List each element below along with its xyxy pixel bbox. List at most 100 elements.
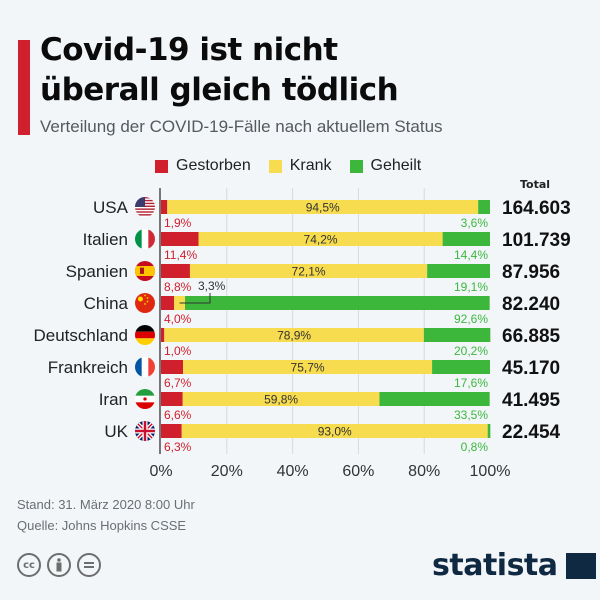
bar-segment-krank — [167, 200, 479, 214]
x-tick-label: 60% — [342, 463, 374, 480]
logo-text: statista — [432, 548, 558, 583]
legend-swatch-geheilt — [349, 159, 363, 173]
label-gestorben: 1,9% — [164, 216, 192, 230]
label-geheilt: 17,6% — [454, 376, 488, 390]
bar-segment-krank — [189, 264, 428, 278]
label-gestorben: 8,8% — [164, 280, 192, 294]
nd-icon[interactable] — [77, 553, 101, 577]
category-label: Frankreich — [48, 358, 128, 377]
label-krank: 74,2% — [304, 233, 338, 247]
x-tick-label: 40% — [277, 463, 309, 480]
title-line-2: überall gleich tödlich — [40, 72, 399, 108]
x-tick-label: 20% — [211, 463, 243, 480]
category-label: UK — [104, 422, 128, 441]
bar-segment-krank — [182, 392, 380, 406]
flag-germany-icon — [135, 325, 155, 345]
legend-item-geheilt: Geheilt — [349, 157, 422, 175]
label-krank: 93,0% — [318, 425, 352, 439]
bar-segment-krank — [181, 424, 488, 438]
category-label: China — [84, 294, 129, 313]
bar-segment-geheilt — [487, 424, 491, 438]
legend-item-krank: Krank — [268, 157, 332, 175]
label-geheilt: 92,6% — [454, 312, 488, 326]
legend-label-gestorben: Gestorben — [176, 157, 251, 174]
bar-segment-gestorben — [161, 392, 183, 406]
label-gestorben: 4,0% — [164, 312, 192, 326]
license-icons: cc — [17, 553, 101, 577]
bar-segment-geheilt — [427, 264, 490, 278]
bar-segment-geheilt — [379, 392, 490, 406]
label-gestorben: 6,3% — [164, 440, 192, 454]
total-value: 66.885 — [502, 326, 561, 347]
title-line-1: Covid-19 ist nicht — [40, 32, 338, 68]
x-tick-label: 80% — [408, 463, 440, 480]
bar-segment-geheilt — [423, 328, 491, 342]
label-gestorben: 11,4% — [164, 248, 197, 262]
statista-logo[interactable]: statista — [432, 548, 596, 583]
bar-segment-geheilt — [432, 360, 490, 374]
total-value: 45.170 — [502, 358, 560, 379]
total-value: 87.956 — [502, 262, 560, 283]
flag-china-icon — [135, 293, 155, 313]
callout-line — [179, 293, 211, 304]
label-geheilt: 3,6% — [461, 216, 489, 230]
bar-segment-gestorben — [161, 424, 182, 438]
total-value: 22.454 — [502, 422, 561, 443]
total-value: 41.495 — [502, 390, 561, 411]
x-tick-label: 100% — [470, 463, 511, 480]
label-krank: 3,3% — [198, 279, 226, 293]
total-value: 164.603 — [502, 198, 571, 219]
label-gestorben: 6,6% — [164, 408, 192, 422]
bar-segment-krank — [164, 328, 424, 342]
legend-item-gestorben: Gestorben — [155, 157, 251, 175]
category-label: USA — [93, 198, 129, 217]
legend-swatch-krank — [268, 159, 282, 173]
bar-segment-gestorben — [161, 360, 184, 374]
bar-segment-gestorben — [161, 328, 165, 342]
statista-logo-icon — [565, 552, 596, 579]
legend-swatch-gestorben — [155, 159, 168, 173]
label-gestorben: 6,7% — [164, 376, 192, 390]
bar-segment-gestorben — [161, 232, 199, 246]
total-value: 82.240 — [502, 294, 560, 315]
category-label: Iran — [99, 390, 128, 409]
bar-segment-gestorben — [161, 296, 175, 310]
label-geheilt: 14,4% — [454, 248, 488, 262]
flag-spain-icon — [135, 261, 155, 281]
label-krank: 72,1% — [292, 265, 326, 279]
category-label: Deutschland — [33, 326, 128, 345]
bar-segment-gestorben — [161, 200, 168, 214]
legend-label-krank: Krank — [289, 157, 332, 174]
stacked-bar-chart: 0% 20% 40% 60% 80% 100% USA 1,9% 94,5% 3,6% 164.60… — [33, 188, 571, 480]
title-accent-bar — [18, 40, 30, 135]
bar-segment-gestorben — [161, 264, 190, 278]
footer-source: Quelle: Johns Hopkins CSSE — [17, 518, 187, 533]
label-krank: 78,9% — [277, 329, 311, 343]
footer-date: Stand: 31. März 2020 8:00 Uhr — [17, 497, 195, 512]
by-icon[interactable] — [47, 553, 71, 577]
flag-usa-icon — [135, 197, 155, 217]
flag-italy-icon — [135, 229, 155, 249]
flag-france-icon — [135, 357, 155, 377]
chart-subtitle: Verteilung der COVID-19-Fälle nach aktue… — [40, 117, 443, 136]
chart-title: Covid-19 ist nicht überall gleich tödlic… — [40, 30, 399, 110]
flag-uk-icon — [135, 421, 155, 441]
legend-label-geheilt: Geheilt — [370, 157, 422, 174]
label-geheilt: 0,8% — [461, 440, 489, 454]
label-krank: 75,7% — [291, 361, 325, 375]
total-column-header: Total — [520, 178, 551, 191]
bar-segment-geheilt — [478, 200, 490, 214]
bar-segment-geheilt — [185, 296, 490, 310]
cc-icon[interactable]: cc — [17, 553, 41, 577]
label-krank: 59,8% — [264, 393, 298, 407]
category-label: Italien — [83, 230, 128, 249]
category-label: Spanien — [66, 262, 128, 281]
label-gestorben: 1,0% — [164, 344, 192, 358]
x-tick-label: 0% — [149, 463, 172, 480]
label-geheilt: 20,2% — [454, 344, 488, 358]
legend: Gestorben Krank Geheilt — [155, 157, 421, 175]
label-krank: 94,5% — [306, 201, 340, 215]
bar-segment-krank — [198, 232, 443, 246]
label-geheilt: 19,1% — [454, 280, 488, 294]
flag-iran-icon — [135, 389, 155, 409]
